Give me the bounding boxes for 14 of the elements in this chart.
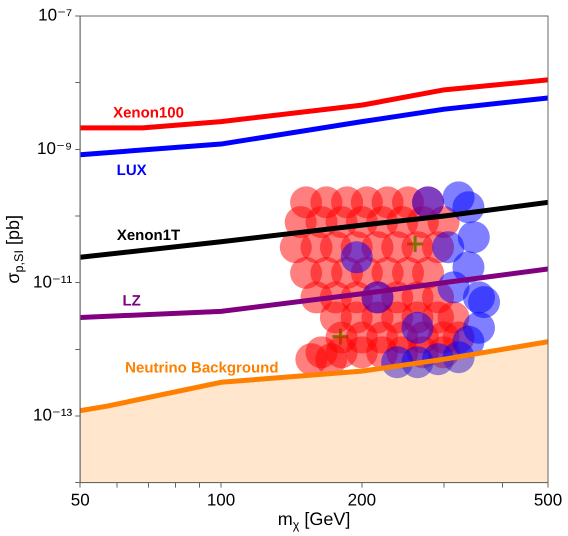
series-label: Xenon1T xyxy=(116,226,180,244)
x-tick-label: 50 xyxy=(70,490,90,510)
x-tick-label: 500 xyxy=(534,490,562,510)
series-label: Neutrino Background xyxy=(125,359,279,376)
y-tick-label: 10⁻¹³ xyxy=(32,406,73,425)
series-label: LZ xyxy=(122,292,141,310)
y-axis-title: σp,SI [pb] xyxy=(2,215,26,284)
y-tick-label: 10⁻⁷ xyxy=(38,6,72,25)
y-tick-label: 10⁻¹¹ xyxy=(32,272,73,292)
x-tick-label: 200 xyxy=(348,490,376,510)
y-tick-label: 10⁻⁹ xyxy=(37,139,72,158)
series-label: Xenon100 xyxy=(113,104,184,122)
x-tick-label: 100 xyxy=(206,490,236,510)
series-label: LUX xyxy=(116,162,147,179)
